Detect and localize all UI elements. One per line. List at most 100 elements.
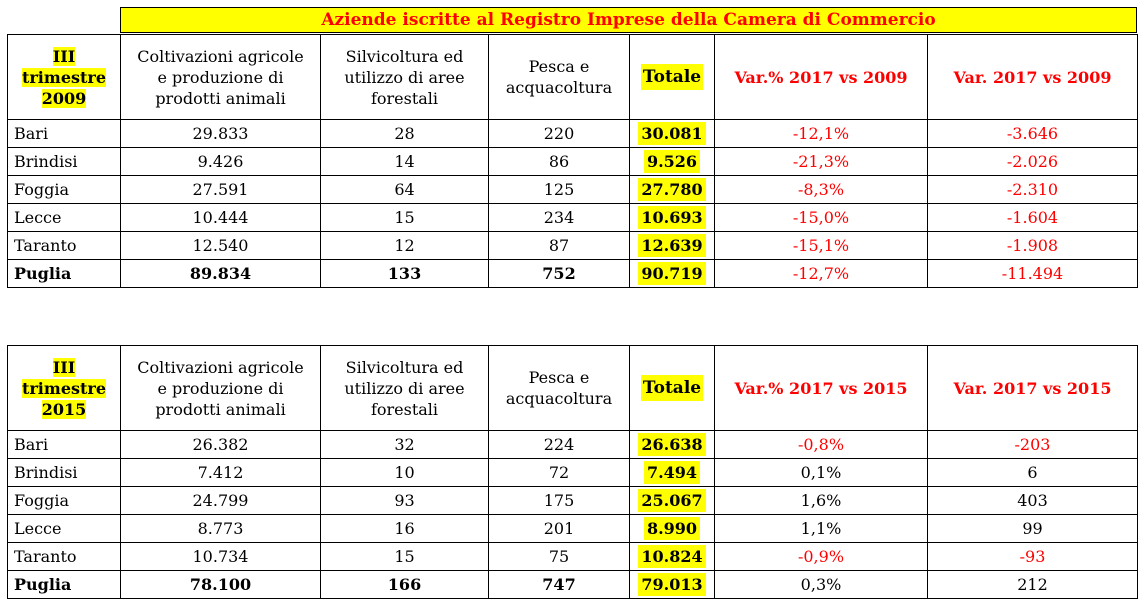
table-row: Lecce 10.444 15 234 10.693 -15,0% -1.604: [7, 203, 1138, 232]
cell-pct-change: -21,3%: [714, 147, 928, 176]
cell-agri: 27.591: [120, 175, 321, 204]
cell-silvi: 28: [320, 119, 489, 148]
totale-value: 30.081: [638, 122, 706, 145]
totale-label: Totale: [640, 375, 704, 401]
cell-silvi: 16: [320, 514, 489, 543]
column-header-silvi: Silvicoltura ed utilizzo di aree foresta…: [320, 34, 489, 120]
cell-pct-change: 0,1%: [714, 458, 928, 487]
cell-agri: 26.382: [120, 430, 321, 459]
cell-silvi: 166: [320, 570, 489, 599]
cell-silvi: 15: [320, 203, 489, 232]
table-row: Taranto 12.540 12 87 12.639 -15,1% -1.908: [7, 231, 1138, 260]
cell-pesca: 75: [488, 542, 630, 571]
totale-value: 90.719: [638, 262, 706, 285]
cell-totale: 25.067: [629, 486, 715, 515]
province-name: Lecce: [7, 514, 121, 543]
cell-totale: 12.639: [629, 231, 715, 260]
cell-pct-change: -12,7%: [714, 259, 928, 288]
cell-totale: 9.526: [629, 147, 715, 176]
totale-value: 25.067: [638, 489, 706, 512]
totale-value: 7.494: [643, 461, 701, 484]
cell-silvi: 10: [320, 458, 489, 487]
cell-abs-change: -2.310: [927, 175, 1138, 204]
period-label-line: trimestre: [21, 378, 106, 398]
cell-silvi: 133: [320, 259, 489, 288]
cell-pct-change: -15,0%: [714, 203, 928, 232]
cell-pesca: 220: [488, 119, 630, 148]
cell-abs-change: -3.646: [927, 119, 1138, 148]
cell-abs-change: 403: [927, 486, 1138, 515]
cell-pct-change: 1,6%: [714, 486, 928, 515]
cell-pesca: 87: [488, 231, 630, 260]
cell-abs-change: -93: [927, 542, 1138, 571]
province-name: Foggia: [7, 486, 121, 515]
cell-agri: 10.444: [120, 203, 321, 232]
cell-totale: 27.780: [629, 175, 715, 204]
cell-pesca: 175: [488, 486, 630, 515]
table-row: Lecce 8.773 16 201 8.990 1,1% 99: [7, 514, 1138, 543]
province-name: Bari: [7, 119, 121, 148]
cell-agri: 7.412: [120, 458, 321, 487]
column-header-abs-change: Var. 2017 vs 2009: [927, 34, 1138, 120]
column-header-pct-change: Var.% 2017 vs 2015: [714, 345, 928, 431]
totale-value: 26.638: [638, 433, 706, 456]
column-header-totale: Totale: [629, 34, 715, 120]
cell-silvi: 12: [320, 231, 489, 260]
period-label-line: III: [52, 357, 76, 377]
table-2009: III trimestre 2009 Coltivazioni agricole e …: [7, 34, 1138, 288]
cell-abs-change: -203: [927, 430, 1138, 459]
cell-pesca: 201: [488, 514, 630, 543]
cell-pct-change: -15,1%: [714, 231, 928, 260]
province-name: Puglia: [7, 570, 121, 599]
table-row: Brindisi 9.426 14 86 9.526 -21,3% -2.026: [7, 147, 1138, 176]
totale-value: 27.780: [638, 178, 706, 201]
cell-agri: 12.540: [120, 231, 321, 260]
column-header-pesca: Pesca e acquacoltura: [488, 34, 630, 120]
cell-abs-change: -1.908: [927, 231, 1138, 260]
period-label-line: III: [52, 46, 76, 66]
cell-pesca: 72: [488, 458, 630, 487]
header-row: III trimestre 2009 Coltivazioni agricole e …: [7, 34, 1138, 120]
cell-pesca: 747: [488, 570, 630, 599]
cell-pct-change: 0,3%: [714, 570, 928, 599]
cell-agri: 29.833: [120, 119, 321, 148]
cell-abs-change: 212: [927, 570, 1138, 599]
cell-pesca: 86: [488, 147, 630, 176]
cell-totale: 26.638: [629, 430, 715, 459]
cell-pesca: 752: [488, 259, 630, 288]
province-name: Lecce: [7, 203, 121, 232]
cell-agri: 8.773: [120, 514, 321, 543]
province-name: Foggia: [7, 175, 121, 204]
province-name: Taranto: [7, 542, 121, 571]
column-header-abs-change: Var. 2017 vs 2015: [927, 345, 1138, 431]
table-row: Foggia 24.799 93 175 25.067 1,6% 403: [7, 486, 1138, 515]
cell-pesca: 224: [488, 430, 630, 459]
cell-totale: 10.824: [629, 542, 715, 571]
cell-totale: 30.081: [629, 119, 715, 148]
column-header-totale: Totale: [629, 345, 715, 431]
cell-abs-change: -11.494: [927, 259, 1138, 288]
totale-value: 9.526: [643, 150, 701, 173]
cell-abs-change: 99: [927, 514, 1138, 543]
table-row: Puglia 78.100 166 747 79.013 0,3% 212: [7, 570, 1138, 599]
column-header-silvi: Silvicoltura ed utilizzo di aree foresta…: [320, 345, 489, 431]
table-row: Bari 29.833 28 220 30.081 -12,1% -3.646: [7, 119, 1138, 148]
cell-abs-change: 6: [927, 458, 1138, 487]
cell-agri: 78.100: [120, 570, 321, 599]
totale-value: 79.013: [638, 573, 706, 596]
province-name: Bari: [7, 430, 121, 459]
cell-totale: 79.013: [629, 570, 715, 599]
cell-totale: 10.693: [629, 203, 715, 232]
cell-agri: 24.799: [120, 486, 321, 515]
column-header-pesca: Pesca e acquacoltura: [488, 345, 630, 431]
cell-totale: 7.494: [629, 458, 715, 487]
cell-silvi: 14: [320, 147, 489, 176]
cell-pct-change: -0,8%: [714, 430, 928, 459]
cell-totale: 90.719: [629, 259, 715, 288]
cell-pct-change: -0,9%: [714, 542, 928, 571]
province-name: Brindisi: [7, 458, 121, 487]
table-2015: III trimestre 2015 Coltivazioni agricole e …: [7, 345, 1138, 599]
cell-agri: 89.834: [120, 259, 321, 288]
cell-agri: 10.734: [120, 542, 321, 571]
column-header-agri: Coltivazioni agricole e produzione di pr…: [120, 34, 321, 120]
